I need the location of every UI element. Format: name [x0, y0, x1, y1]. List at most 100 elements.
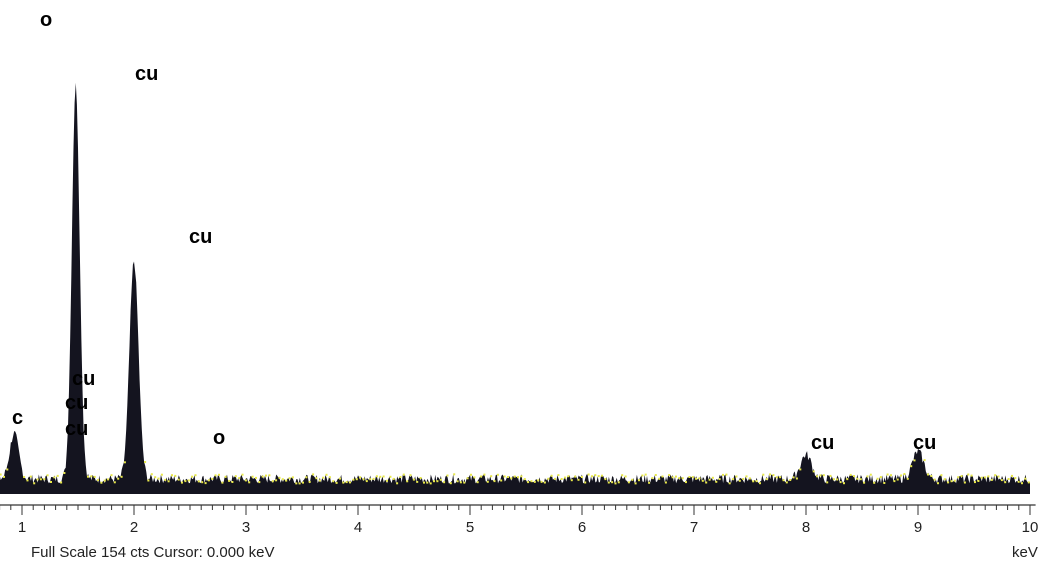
noise-highlight [957, 476, 960, 479]
noise-highlight [231, 481, 234, 483]
noise-highlight [752, 480, 755, 483]
x-tick-label: 1 [18, 519, 26, 536]
noise-highlight [664, 481, 667, 484]
noise-highlight [641, 474, 644, 477]
noise-highlight [836, 478, 839, 481]
noise-highlight [997, 475, 1000, 478]
noise-highlight [315, 477, 318, 480]
noise-highlight [873, 481, 876, 484]
noise-highlight [627, 481, 630, 484]
noise-highlight [107, 478, 110, 481]
noise-highlight [863, 481, 866, 484]
noise-highlight [503, 475, 506, 478]
noise-highlight [970, 474, 973, 477]
noise-highlight [604, 478, 607, 481]
noise-highlight [275, 479, 278, 482]
noise-highlight [560, 478, 563, 480]
noise-highlight [732, 478, 735, 481]
noise-highlight [963, 481, 966, 484]
noise-highlight [466, 477, 469, 480]
noise-highlight [792, 476, 795, 479]
noise-highlight [523, 478, 526, 481]
noise-highlight [483, 473, 486, 476]
noise-highlight [759, 482, 761, 485]
noise-highlight [261, 475, 264, 478]
noise-highlight [160, 473, 163, 476]
peak-label-cu-1: cu [72, 368, 95, 390]
noise-highlight [933, 478, 936, 481]
noise-highlight [439, 478, 442, 481]
noise-highlight [228, 479, 231, 482]
noise-highlight [681, 477, 684, 480]
noise-highlight [651, 477, 654, 480]
noise-highlight [816, 475, 819, 478]
noise-highlight [779, 476, 782, 479]
noise-highlight [728, 482, 731, 485]
noise-highlight [480, 475, 483, 478]
noise-highlight [584, 481, 587, 484]
noise-highlight [157, 477, 160, 480]
noise-highlight [513, 475, 516, 478]
noise-highlight [910, 465, 913, 468]
noise-highlight [1027, 481, 1030, 484]
noise-highlight [389, 475, 392, 478]
noise-highlight [147, 479, 150, 482]
noise-highlight [406, 480, 409, 483]
x-tick-label: 3 [242, 519, 250, 536]
noise-highlight [493, 480, 496, 483]
noise-highlight [634, 482, 637, 485]
noise-highlight [197, 480, 200, 483]
noise-highlight [698, 477, 701, 480]
noise-highlight [352, 478, 355, 481]
noise-highlight [520, 475, 523, 478]
noise-highlight [678, 477, 681, 480]
noise-highlight [372, 477, 375, 480]
noise-highlight [476, 481, 479, 484]
noise-highlight [268, 474, 271, 477]
noise-highlight [762, 473, 765, 476]
peak-label-cu-kb: cu [189, 226, 212, 248]
noise-highlight [832, 478, 835, 481]
noise-highlight [843, 482, 845, 485]
noise-highlight [1004, 481, 1007, 484]
noise-highlight [772, 474, 775, 477]
noise-highlight [990, 478, 993, 481]
noise-highlight [295, 482, 298, 485]
noise-highlight [486, 480, 489, 483]
noise-highlight [3, 475, 5, 478]
noise-highlight [859, 478, 862, 481]
noise-highlight [470, 473, 472, 476]
noise-highlight [775, 476, 778, 479]
noise-highlight [191, 475, 194, 478]
noise-highlight [540, 480, 543, 483]
noise-highlight [110, 474, 113, 477]
noise-highlight [900, 474, 903, 477]
noise-highlight [1017, 480, 1020, 483]
noise-highlight [769, 473, 771, 476]
noise-highlight [846, 478, 849, 481]
noise-highlight [883, 482, 886, 484]
noise-highlight [362, 478, 365, 481]
noise-highlight [923, 459, 926, 462]
noise-highlight [1014, 477, 1017, 480]
noise-highlight [517, 476, 519, 479]
noise-highlight [409, 474, 412, 477]
noise-highlight [100, 481, 103, 484]
noise-highlight [987, 475, 990, 478]
noise-highlight [446, 474, 449, 477]
noise-highlight [567, 475, 570, 478]
noise-highlight [621, 474, 624, 477]
noise-highlight [396, 482, 399, 485]
noise-highlight [426, 481, 429, 484]
x-tick-label: 2 [130, 519, 138, 536]
noise-highlight [50, 481, 52, 483]
noise-highlight [238, 477, 241, 480]
noise-highlight [312, 473, 315, 476]
noise-highlight [550, 474, 553, 477]
noise-highlight [577, 478, 580, 481]
noise-highlight [63, 472, 66, 474]
noise-highlight [234, 475, 237, 478]
noise-highlight [789, 479, 792, 481]
noise-highlight [617, 481, 620, 484]
noise-highlight [953, 479, 956, 482]
